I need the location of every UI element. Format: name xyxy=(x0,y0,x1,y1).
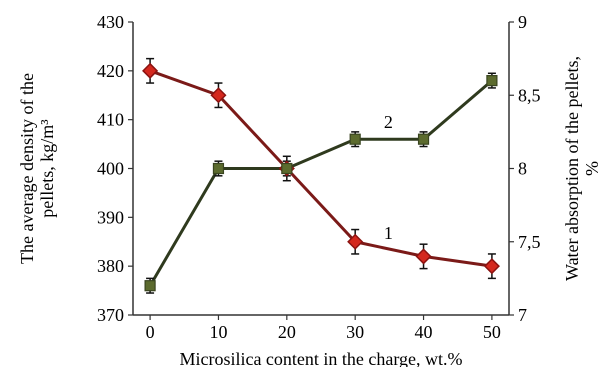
x-tick-label: 40 xyxy=(415,322,433,342)
right-y-tick-label: 7,5 xyxy=(518,232,541,252)
series-1-point xyxy=(210,87,227,104)
right-y-axis-title-line-2: % xyxy=(582,161,602,176)
series-2-point xyxy=(281,162,293,175)
right-y-tick-label: 8 xyxy=(518,159,527,179)
x-tick-label: 30 xyxy=(346,322,364,342)
series-1-line xyxy=(149,69,493,268)
markers-layer xyxy=(142,62,500,292)
series-2-label: 2 xyxy=(384,112,393,132)
left-y-axis-title: The average density of the pellets, kg/m… xyxy=(17,73,57,264)
x-axis-title: Microsilica content in the charge, wt.% xyxy=(179,349,462,367)
left-y-tick-label: 400 xyxy=(97,159,124,179)
series-2-point xyxy=(486,74,498,87)
series-2-point xyxy=(144,280,156,292)
right-y-tick-label: 9 xyxy=(518,12,527,32)
left-y-tick-label: 420 xyxy=(97,61,124,81)
series-2-point xyxy=(212,162,225,175)
left-y-axis-title-line-1: The average density of the xyxy=(17,73,37,264)
series-2-point xyxy=(349,133,361,145)
series-2-line xyxy=(148,79,493,287)
left-y-tick-label: 430 xyxy=(97,12,124,32)
right-y-axis-title: Water absorption of the pellets, % xyxy=(562,56,602,281)
left-y-tick-label: 380 xyxy=(97,256,124,276)
series-1-point xyxy=(347,233,364,250)
series-1-point xyxy=(483,258,500,275)
right-y-tick-label: 7 xyxy=(518,305,527,325)
series-1-point xyxy=(142,62,159,79)
series-2-point xyxy=(417,133,430,145)
axes-layer xyxy=(132,22,510,316)
series-1-point xyxy=(415,248,432,265)
left-y-tick-label: 410 xyxy=(97,110,124,130)
series-1-label: 1 xyxy=(384,223,393,243)
ticks-layer: 370 380 390 400 410 420 430 7 7,5 8 8,5 9 0 10 20 30 40 5… xyxy=(97,12,541,342)
left-y-tick-label: 390 xyxy=(97,207,124,227)
x-tick-label: 50 xyxy=(483,322,501,342)
right-y-axis-title-line-1: Water absorption of the pellets, xyxy=(562,56,582,281)
x-tick-label: 10 xyxy=(209,322,227,342)
x-tick-label: 20 xyxy=(278,322,296,342)
x-tick-label: 0 xyxy=(146,322,155,342)
right-y-tick-label: 8,5 xyxy=(518,85,541,105)
left-y-axis-title-line-2: pellets, kg/m³ xyxy=(37,119,57,218)
left-y-tick-label: 370 xyxy=(97,305,124,325)
series-lines-layer xyxy=(148,69,493,287)
